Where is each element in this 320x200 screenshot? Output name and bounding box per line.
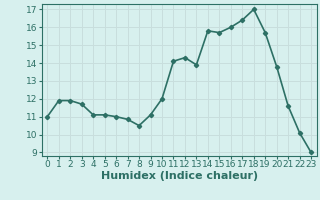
X-axis label: Humidex (Indice chaleur): Humidex (Indice chaleur) (100, 171, 258, 181)
